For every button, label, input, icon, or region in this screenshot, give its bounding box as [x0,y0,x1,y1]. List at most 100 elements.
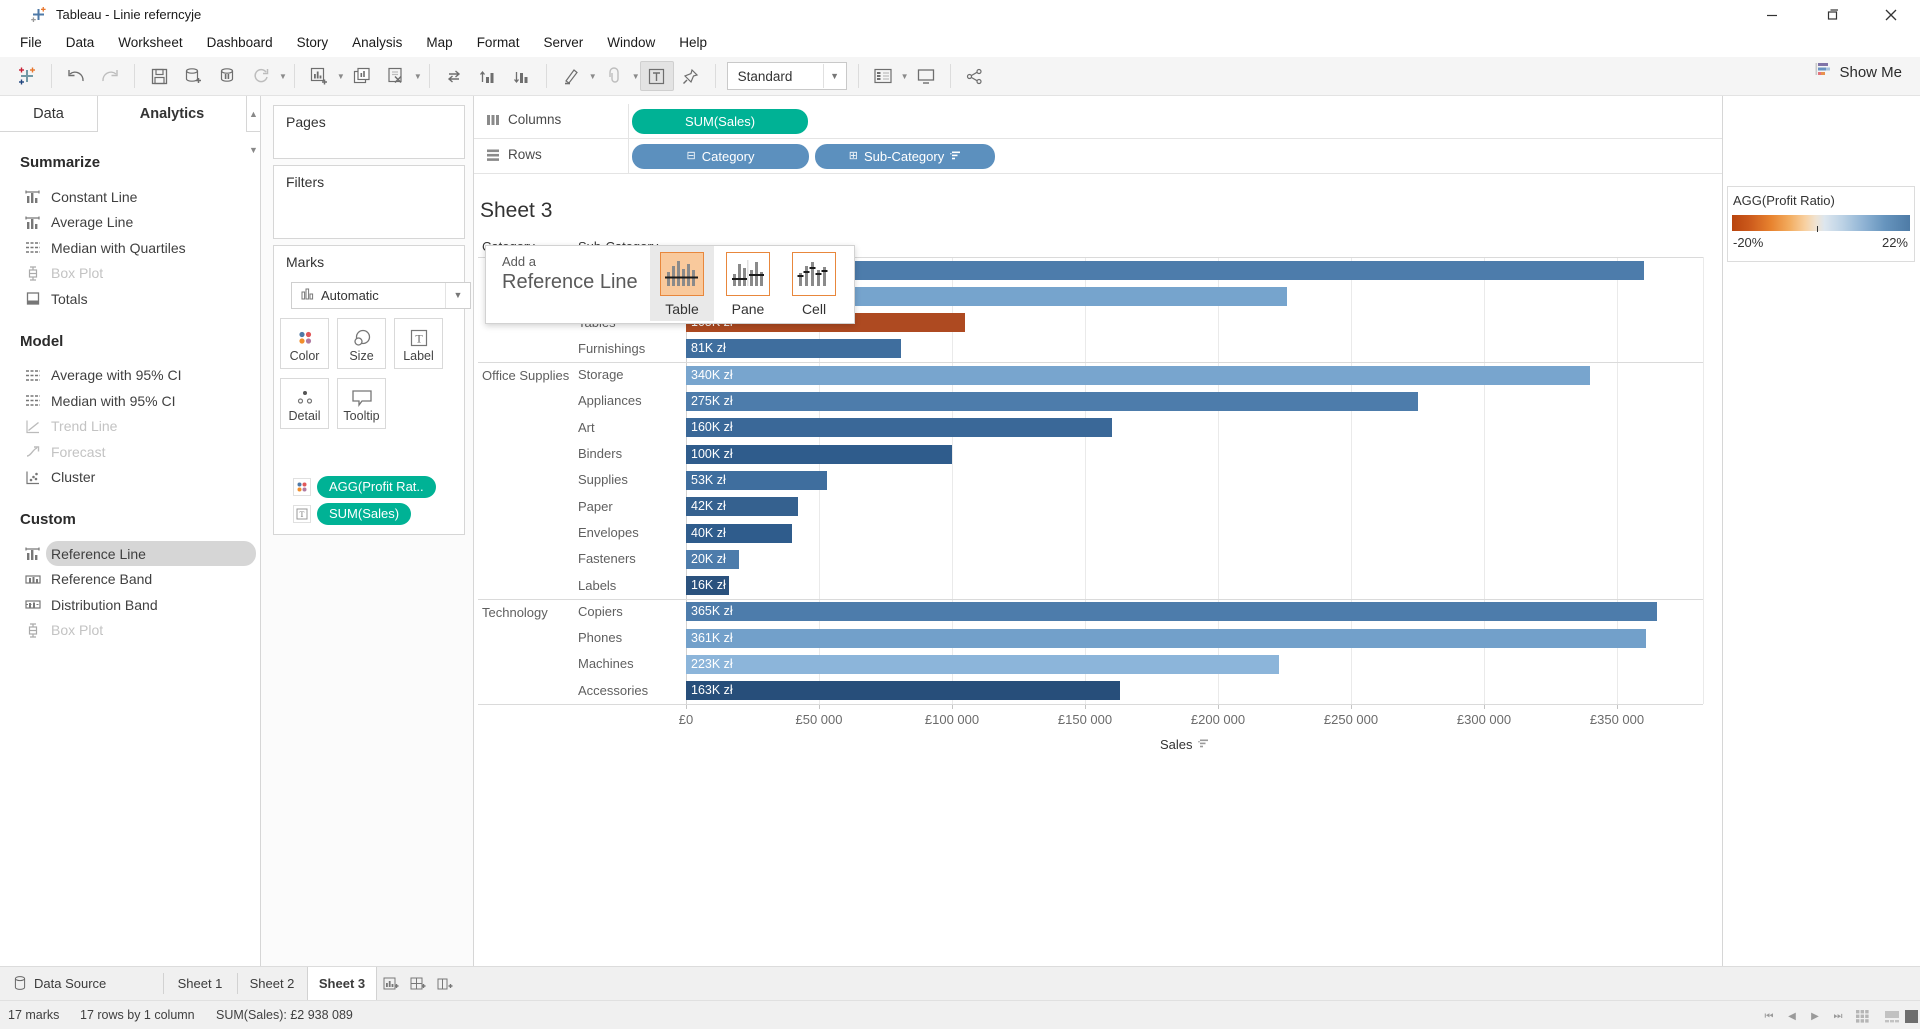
bar[interactable]: 223K zł [686,655,1280,674]
marks-button-size[interactable]: Size [337,318,386,369]
show-sheet-tabs-icon[interactable] [1848,1005,1876,1027]
bar[interactable]: 100K zł [686,444,952,464]
tableau-logo-button[interactable] [10,61,44,91]
menu-item-analysis[interactable]: Analysis [352,35,403,50]
new-dashboard-tab-icon[interactable] [405,972,431,996]
fix-axes-button[interactable] [674,61,708,91]
bar[interactable]: 40K zł [686,523,793,543]
marks-pill-profit-ratio[interactable]: AGG(Profit Rat.. [317,476,436,498]
analytics-item-median-with-quartiles[interactable]: Median with Quartiles [0,235,261,260]
chevron-down-icon[interactable]: ▼ [822,64,846,88]
scope-option-pane[interactable]: Pane [716,246,780,321]
pill-sum-sales[interactable]: SUM(Sales) [632,109,808,134]
collapse-hierarchy-icon[interactable]: ⊟ [686,150,696,162]
mark-type-dropdown[interactable]: Automatic ▼ [291,282,471,309]
show-hide-cards-button[interactable] [866,61,900,91]
last-sheet-icon[interactable]: ⏭ [1833,1010,1843,1022]
expand-hierarchy-icon[interactable]: ⊞ [848,150,858,162]
marks-button-label[interactable]: T Label [394,318,443,369]
legend-gradient[interactable] [1732,215,1910,231]
group-members-button[interactable] [597,61,631,91]
analytics-item-box-plot[interactable]: Box Plot [0,618,261,643]
minimize-button[interactable] [1743,0,1801,29]
bar[interactable]: 160K zł [686,418,1112,438]
first-sheet-icon[interactable]: ⏮ [1764,1010,1774,1022]
analytics-item-reference-band[interactable]: Reference Band [0,567,261,592]
bar[interactable]: 16K zł [686,576,729,596]
menu-item-server[interactable]: Server [543,35,584,50]
show-mark-labels-button[interactable] [639,61,674,91]
bar[interactable]: 340K zł [686,365,1591,385]
new-worksheet-button[interactable] [302,61,336,91]
undo-arrow-button[interactable] [59,61,93,91]
menu-item-format[interactable]: Format [476,35,520,50]
next-sheet-icon[interactable]: ▶ [1811,1010,1819,1022]
new-story-tab-icon[interactable] [432,972,458,996]
scope-option-table[interactable]: Table [650,246,714,321]
tab-analytics[interactable]: Analytics [97,96,247,132]
previous-sheet-icon[interactable]: ◀ [1788,1010,1796,1022]
marks-pill-sum-sales[interactable]: SUM(Sales) [317,503,412,525]
tab-sheet-1[interactable]: Sheet 1 [177,976,223,991]
analytics-item-box-plot[interactable]: Box Plot [0,261,261,286]
bar[interactable]: 20K zł [686,549,740,569]
marks-button-color[interactable]: Color [280,318,329,369]
bar[interactable]: 53K zł [686,470,827,490]
presentation-mode-button[interactable] [909,61,943,91]
dropdown-caret-icon[interactable]: ▼ [900,71,909,81]
scope-option-cell[interactable]: Cell [782,246,846,321]
menu-item-file[interactable]: File [20,35,42,50]
analytics-item-constant-line[interactable]: Constant Line [0,184,261,209]
menu-item-help[interactable]: Help [679,35,707,50]
bar[interactable]: 275K zł [686,392,1418,412]
menu-item-data[interactable]: Data [65,35,95,50]
bar[interactable] [686,260,1644,280]
full-view-icon[interactable] [1902,1005,1920,1027]
pill-category[interactable]: ⊟ Category [632,144,809,169]
bar[interactable]: 361K zł [686,628,1647,648]
analytics-item-forecast[interactable]: Forecast [0,439,261,464]
close-button[interactable] [1862,0,1920,29]
analytics-item-totals[interactable]: Totals [0,286,261,311]
menu-item-dashboard[interactable]: Dashboard [206,35,273,50]
analytics-item-reference-line[interactable]: Reference Line [0,541,261,566]
dropdown-caret-icon[interactable]: ▼ [336,71,345,81]
sort-icon[interactable] [1197,737,1209,752]
duplicate-sheet-button[interactable] [345,61,379,91]
maximize-button[interactable] [1803,0,1861,29]
pane-collapse-icon[interactable]: ▲ ▼ [247,96,260,155]
analytics-item-median-with-95-ci[interactable]: Median with 95% CI [0,388,261,413]
analytics-item-average-with-95-ci[interactable]: Average with 95% CI [0,363,261,388]
tab-data-source[interactable]: Data Source [0,967,160,1000]
tab-sheet-2[interactable]: Sheet 2 [249,976,295,991]
bar[interactable]: 42K zł [686,497,798,517]
view-mode-combo[interactable]: Standard ▼ [726,62,847,90]
analytics-item-average-line[interactable]: Average Line [0,210,261,235]
bar[interactable]: 365K zł [686,602,1657,622]
marks-button-tooltip[interactable]: Tooltip [337,378,386,429]
share-workbook-button[interactable] [958,61,992,91]
clear-sheet-button[interactable] [379,61,413,91]
new-data-source-button[interactable] [176,61,210,91]
tab-data[interactable]: Data [0,96,97,132]
sort-descending-button[interactable] [505,61,539,91]
new-worksheet-tab-icon[interactable] [378,972,404,996]
swap-rows-columns-button[interactable] [437,61,471,91]
save-button[interactable] [142,61,176,91]
dropdown-caret-icon[interactable]: ▼ [631,71,640,81]
pill-sub-category[interactable]: ⊞ Sub-Category [815,144,995,169]
redo-arrow-button[interactable] [93,61,127,91]
chevron-down-icon[interactable]: ▼ [445,283,470,308]
menu-item-worksheet[interactable]: Worksheet [118,35,183,50]
analytics-item-distribution-band[interactable]: Distribution Band [0,592,261,617]
menu-item-map[interactable]: Map [426,35,453,50]
bar[interactable]: 81K zł [686,339,902,359]
show-me-button[interactable]: Show Me [1815,62,1902,83]
dropdown-caret-icon[interactable]: ▼ [588,71,597,81]
marks-button-detail[interactable]: Detail [280,378,329,429]
dropdown-caret-icon[interactable]: ▼ [413,71,422,81]
sort-ascending-button[interactable] [471,61,505,91]
tab-sheet-3[interactable]: Sheet 3 [307,967,377,1000]
dropdown-caret-icon[interactable]: ▼ [279,71,287,81]
filmstrip-view-icon[interactable] [1878,1005,1906,1027]
